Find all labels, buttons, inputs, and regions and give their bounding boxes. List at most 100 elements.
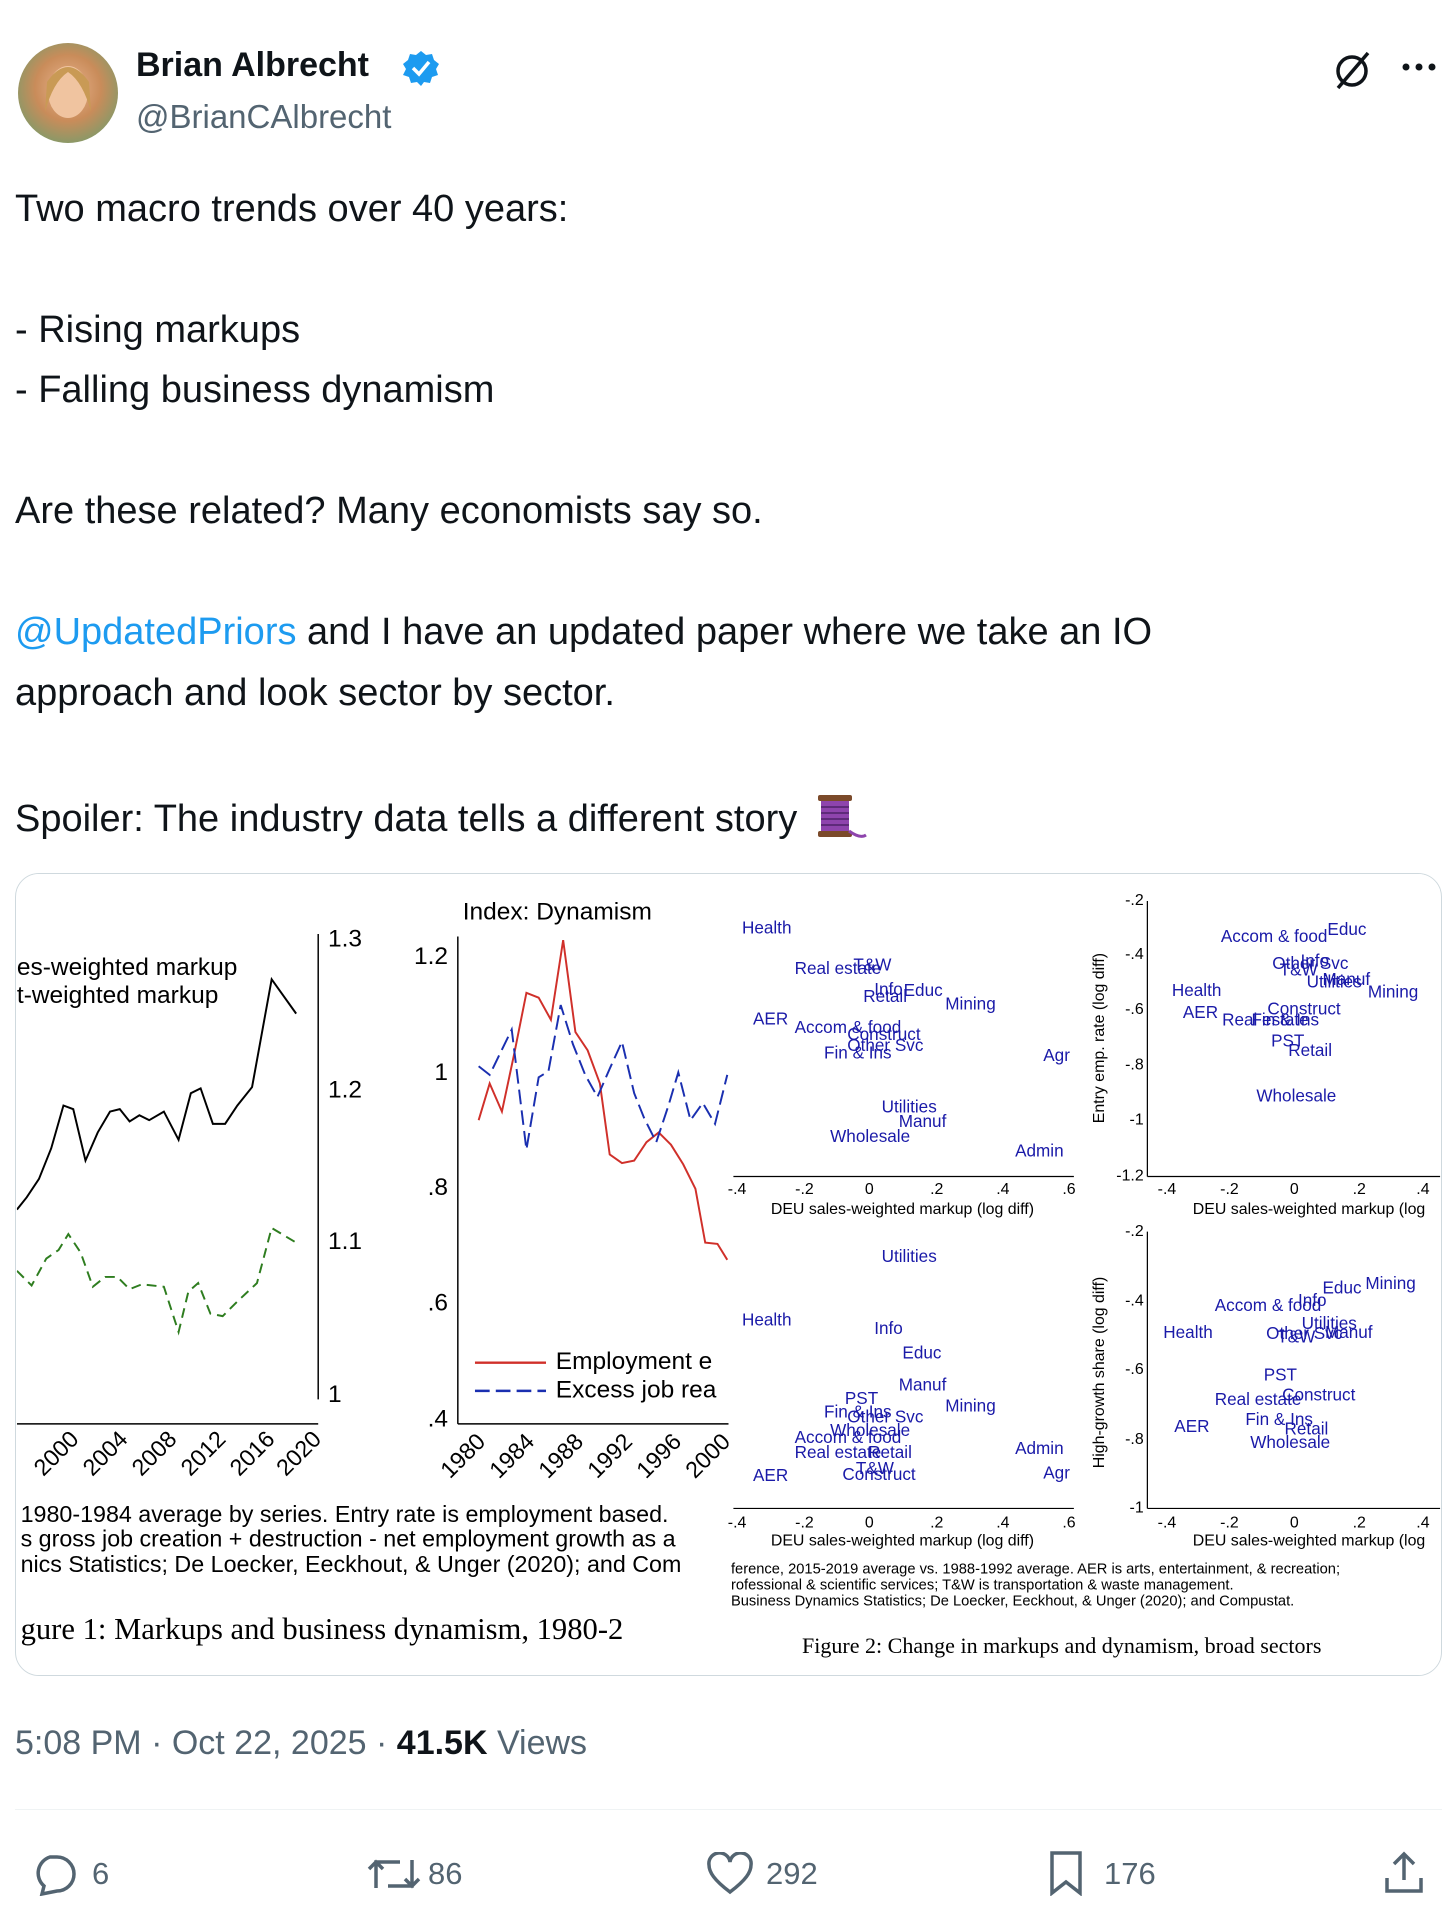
time[interactable]: 5:08 PM: [15, 1724, 142, 1762]
sector-label: Health: [742, 1310, 792, 1330]
sector-label: Construct: [842, 1464, 916, 1484]
grok-icon[interactable]: [1330, 48, 1374, 92]
share-icon[interactable]: [1382, 1850, 1426, 1896]
separator: ·: [151, 1724, 163, 1762]
tick-label: .8: [428, 1174, 448, 1201]
tick-label: -.4: [1125, 946, 1144, 963]
tick-label: -1: [1130, 1500, 1144, 1517]
media-frame[interactable]: es-weighted markup t-weighted markup 1.3 1.…: [15, 873, 1442, 1676]
sector-label: Retail: [1285, 1419, 1329, 1439]
tick-label: .2: [930, 1181, 943, 1198]
sector-label: Other Svc: [847, 1035, 924, 1055]
sector-label: AER: [1174, 1416, 1209, 1436]
mention-link[interactable]: @UpdatedPriors: [15, 611, 297, 653]
panel-title: Index: Dynamism: [463, 899, 652, 926]
figure-note: 1980-1984 average by series. Entry rate …: [21, 1501, 669, 1527]
sector-label: Mining: [945, 1395, 995, 1415]
tick-label: -.4: [728, 1514, 747, 1531]
sector-label: Fin & Ins: [1251, 1010, 1319, 1030]
tick-label: 0: [865, 1514, 874, 1531]
sector-label: PST: [1271, 1030, 1305, 1050]
tick-label: .2: [1353, 1181, 1366, 1198]
repost-icon[interactable]: [366, 1852, 422, 1896]
tick-label: -.2: [795, 1181, 814, 1198]
tick-label: .4: [996, 1181, 1009, 1198]
legend-text: es-weighted markup: [17, 954, 237, 981]
sector-label: Mining: [945, 994, 995, 1014]
sector-label: Info: [874, 1318, 903, 1338]
figure-caption: gure 1: Markups and business dynamism, 1…: [21, 1612, 624, 1646]
tick-label: -.4: [1158, 1514, 1177, 1531]
sector-label: Fin & Ins: [824, 1043, 892, 1063]
sector-label: Accom & food: [1215, 1295, 1322, 1315]
tweet-text: Spoiler: The industry data tells a diffe…: [15, 798, 798, 840]
tick-label: 1: [328, 1381, 342, 1408]
tick-label: -.4: [1125, 1293, 1144, 1310]
sector-label: Construct: [1282, 1384, 1356, 1404]
tick-label: .2: [1353, 1514, 1366, 1531]
sector-label: Educ: [1323, 1278, 1362, 1298]
sector-label: T&W: [1280, 959, 1319, 979]
avatar[interactable]: [17, 42, 119, 144]
sector-label: AER: [753, 1465, 788, 1485]
sector-label: Admin: [1015, 1438, 1064, 1458]
axis-label: DEU sales-weighted markup (log diff): [771, 1533, 1034, 1550]
sector-label: Accom & food: [1221, 926, 1328, 946]
tick-label: -.4: [728, 1181, 747, 1198]
tweet-text: approach and look sector by sector.: [15, 672, 615, 714]
sector-label: Wholesale: [830, 1126, 910, 1146]
tweet-text: @UpdatedPriors and I have an updated pap…: [15, 609, 1152, 655]
figure-note: rofessional & scientific services; T&W i…: [731, 1577, 1234, 1593]
tick-label: 1.1: [328, 1228, 362, 1255]
like-icon[interactable]: [706, 1852, 754, 1896]
reply-icon[interactable]: [30, 1852, 78, 1896]
figure-caption: Figure 2: Change in markups and dynamism…: [802, 1633, 1321, 1658]
tick-label: -.8: [1125, 1431, 1144, 1448]
author-handle[interactable]: @BrianCAlbrecht: [136, 98, 392, 135]
tick-label: -.2: [1125, 1223, 1144, 1240]
axis-label: Entry emp. rate (log diff): [1091, 953, 1108, 1123]
more-icon[interactable]: [1398, 52, 1442, 82]
tick-label: 1.3: [328, 926, 362, 953]
sector-label: Health: [1163, 1322, 1213, 1342]
tick-label: 0: [1290, 1514, 1299, 1531]
sector-label: T&W: [1277, 1327, 1316, 1347]
sector-label: PST: [1264, 1365, 1298, 1385]
tick-label: 1: [434, 1059, 448, 1086]
figure-note: Business Dynamics Statistics; De Loecker…: [731, 1593, 1294, 1609]
sector-label: Info: [1300, 951, 1329, 971]
tweet-text: - Falling business dynamism: [15, 369, 495, 411]
repost-count: 86: [428, 1856, 463, 1891]
sector-label: Wholesale: [1256, 1085, 1336, 1105]
tick-label: -.8: [1125, 1056, 1144, 1073]
tweet-text: Spoiler: The industry data tells a diffe…: [15, 791, 868, 842]
sector-label: Wholesale: [1250, 1432, 1330, 1452]
sector-label: Info: [874, 979, 903, 999]
author-name[interactable]: Brian Albrecht: [136, 46, 370, 84]
tick-label: 1.2: [328, 1076, 362, 1103]
sector-label: Educ: [1327, 919, 1366, 939]
tick-label: -1.2: [1116, 1168, 1144, 1185]
sector-label: Agr: [1043, 1045, 1070, 1065]
tick-label: .4: [1416, 1514, 1429, 1531]
tick-label: .6: [1062, 1514, 1075, 1531]
date[interactable]: Oct 22, 2025: [171, 1724, 367, 1762]
sector-label: AER: [753, 1008, 788, 1028]
tick-label: 0: [865, 1181, 874, 1198]
tick-label: .6: [1062, 1181, 1075, 1198]
sector-label: Utilities: [1307, 972, 1362, 992]
sector-label: Educ: [904, 980, 943, 1000]
tick-label: -.6: [1125, 1001, 1144, 1018]
bookmark-icon[interactable]: [1046, 1850, 1086, 1896]
sector-label: Manuf: [899, 1111, 947, 1131]
sector-label: Health: [1172, 980, 1222, 1000]
sector-label: Utilities: [882, 1246, 937, 1266]
figure-note: ference, 2015-2019 average vs. 1988-1992…: [731, 1562, 1340, 1578]
sector-label: Utilities: [882, 1096, 937, 1116]
divider: [15, 1809, 1442, 1810]
reply-count: 6: [92, 1856, 110, 1891]
sector-label: Manuf: [1323, 969, 1371, 989]
bookmark-count: 176: [1104, 1856, 1156, 1891]
timestamp: 5:08 PM · Oct 22, 2025 · 41.5K Views: [15, 1724, 587, 1763]
